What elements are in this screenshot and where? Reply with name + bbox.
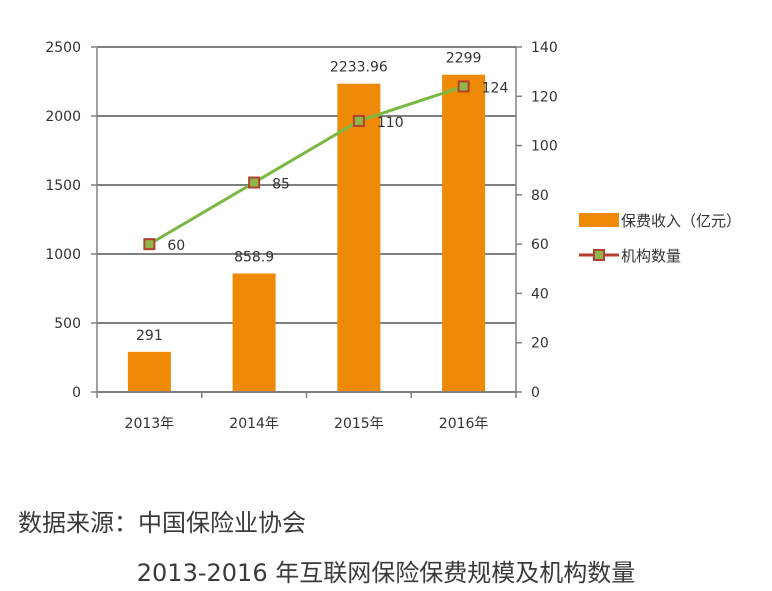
- series-line: [148, 85, 465, 246]
- left-tick-label: 2000: [45, 109, 81, 125]
- right-tick-label: 80: [531, 188, 549, 204]
- bar: [232, 273, 276, 392]
- line-point: [457, 80, 470, 93]
- right-tick-label: 100: [531, 139, 558, 155]
- bar-data-label: 291: [136, 328, 163, 344]
- x-axis-ticks: 2013年 2014年 2015年 2016年: [96, 392, 517, 432]
- right-tick-label: 40: [531, 286, 549, 302]
- right-tick-label: 0: [531, 385, 540, 401]
- bar-data-label: 2299: [446, 51, 482, 67]
- line-series: 60 85 110 124: [143, 80, 509, 254]
- legend-line-marker: [593, 249, 605, 261]
- left-tick-label: 1000: [45, 247, 81, 263]
- source-note: 数据来源：中国保险业协会: [18, 509, 306, 537]
- left-tick-label: 1500: [45, 178, 81, 194]
- bar: [337, 83, 381, 393]
- line-point: [143, 238, 156, 251]
- legend-bar-swatch: [579, 213, 619, 227]
- x-tick-label: 2014年: [229, 416, 279, 432]
- bar-data-label: 858.9: [234, 249, 274, 265]
- right-tick-label: 20: [531, 336, 549, 352]
- x-tick-label: 2015年: [334, 416, 384, 432]
- line-data-label: 85: [272, 177, 290, 193]
- bar-data-label: 2233.96: [330, 60, 388, 76]
- line-point: [352, 114, 365, 127]
- line-data-label: 60: [167, 238, 185, 254]
- right-tick-label: 140: [531, 40, 558, 56]
- left-tick-label: 0: [72, 385, 81, 401]
- line-data-label: 124: [482, 80, 509, 96]
- right-axis-ticks: 0 20 40 60 80 100 120 140: [516, 40, 558, 401]
- left-tick-label: 2500: [45, 40, 81, 56]
- line-data-label: 110: [377, 115, 404, 131]
- right-tick-label: 60: [531, 237, 549, 253]
- left-axis-ticks: 0 500 1000 1500 2000 2500: [45, 40, 97, 401]
- bar: [442, 74, 486, 392]
- x-tick-label: 2013年: [125, 416, 175, 432]
- legend: 保费收入（亿元） 机构数量: [579, 212, 741, 265]
- right-tick-label: 120: [531, 89, 558, 105]
- x-tick-label: 2016年: [439, 416, 489, 432]
- bar: [127, 351, 171, 392]
- left-tick-label: 500: [54, 316, 81, 332]
- legend-bar-label: 保费收入（亿元）: [621, 212, 741, 230]
- chart-caption: 2013-2016 年互联网保险保费规模及机构数量: [136, 559, 636, 587]
- bar-series: 291 858.9 2233.96 2299: [127, 51, 486, 393]
- legend-line-label: 机构数量: [621, 247, 681, 265]
- line-point: [248, 176, 261, 189]
